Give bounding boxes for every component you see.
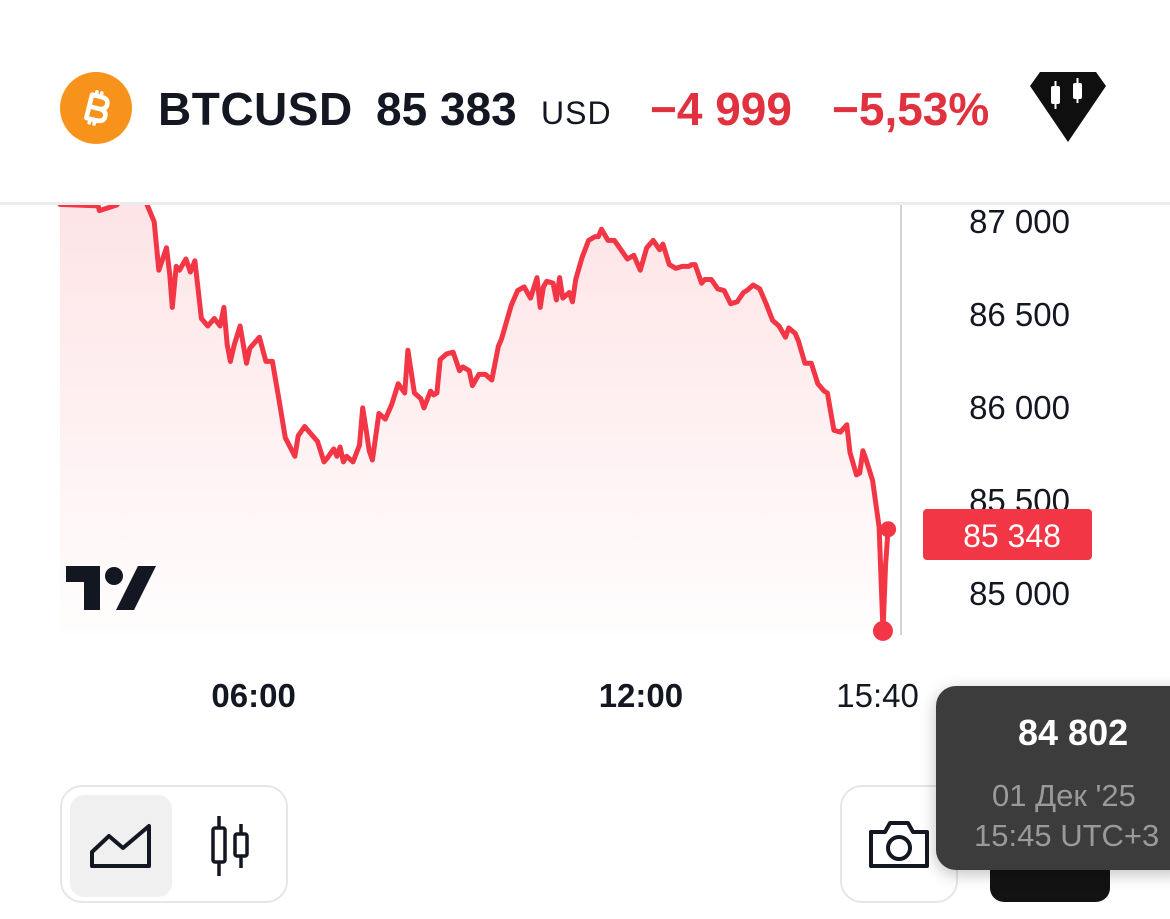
low-point-marker[interactable] <box>872 620 893 641</box>
price-change-absolute: −4 999 <box>650 83 792 135</box>
current-price-tag-label: 85 348 <box>963 518 1061 554</box>
current-price: 85 383 <box>376 83 517 135</box>
area-chart-icon <box>90 824 151 868</box>
price-area-fill <box>60 205 889 635</box>
y-tick-label: 86 000 <box>969 389 1070 426</box>
x-tick-label: 15:40 <box>836 677 919 714</box>
y-tick-label: 87 000 <box>969 205 1070 240</box>
current-price-tag-bg <box>923 509 1092 560</box>
tooltip-time: 15:45 UTC+3 <box>974 818 1160 853</box>
tradingview-logo-icon <box>66 566 156 610</box>
last-price-marker[interactable] <box>880 521 897 538</box>
y-tick-label: 85 000 <box>969 575 1070 612</box>
x-tick-label: 06:00 <box>211 677 295 714</box>
candlestick-badge-icon[interactable] <box>1028 72 1108 144</box>
price-change-percent: −5,53% <box>832 83 990 135</box>
chart-type-switcher <box>60 785 288 903</box>
price-tooltip: 84 802 01 Дек '25 15:45 UTC+3 <box>936 686 1170 870</box>
area-chart-button[interactable] <box>70 795 172 897</box>
camera-icon <box>869 821 929 868</box>
price-change-percent-wrap: −5,53% <box>832 82 1002 142</box>
tooltip-date: 01 Дек '25 <box>992 778 1136 813</box>
symbol-header: BTCUSD 85 383 USD −4 999 −5,53% <box>0 0 1170 204</box>
bitcoin-icon[interactable] <box>60 72 132 144</box>
tooltip-value: 84 802 <box>1018 712 1129 753</box>
x-tick-label: 12:00 <box>599 677 683 714</box>
candlestick-icon <box>211 816 249 876</box>
symbol-name[interactable]: BTCUSD <box>158 83 353 135</box>
candlestick-chart-button[interactable] <box>180 795 282 897</box>
currency-label: USD <box>541 95 612 131</box>
price-line <box>57 205 891 634</box>
header-divider <box>0 202 1170 205</box>
y-tick-label: 86 500 <box>969 296 1070 333</box>
